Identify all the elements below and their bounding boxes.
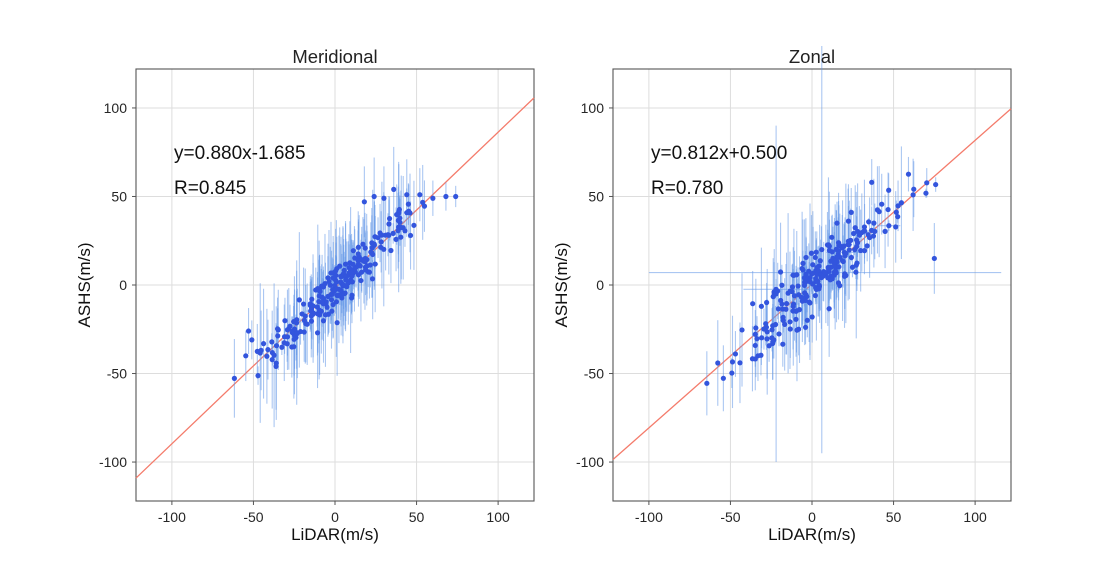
svg-text:-50: -50 xyxy=(107,366,127,382)
svg-text:-100: -100 xyxy=(99,454,127,470)
svg-text:-50: -50 xyxy=(243,509,263,525)
svg-text:100: 100 xyxy=(581,100,605,116)
svg-text:Zonal: Zonal xyxy=(789,46,835,67)
svg-text:0: 0 xyxy=(119,277,127,293)
svg-text:100: 100 xyxy=(486,509,510,525)
svg-text:LiDAR(m/s): LiDAR(m/s) xyxy=(768,525,856,544)
svg-text:R=0.780: R=0.780 xyxy=(651,178,723,199)
svg-text:50: 50 xyxy=(886,509,902,525)
svg-text:y=0.812x+0.500: y=0.812x+0.500 xyxy=(651,143,787,164)
svg-text:0: 0 xyxy=(808,509,816,525)
svg-text:100: 100 xyxy=(963,509,987,525)
svg-text:ASHS(m/s): ASHS(m/s) xyxy=(552,243,571,328)
svg-text:-50: -50 xyxy=(720,509,740,525)
svg-text:100: 100 xyxy=(104,100,128,116)
svg-text:50: 50 xyxy=(409,509,425,525)
svg-text:-100: -100 xyxy=(635,509,663,525)
svg-text:-100: -100 xyxy=(576,454,604,470)
svg-text:50: 50 xyxy=(111,188,127,204)
svg-text:y=0.880x-1.685: y=0.880x-1.685 xyxy=(174,143,306,164)
svg-text:-100: -100 xyxy=(158,509,186,525)
svg-text:ASHS(m/s): ASHS(m/s) xyxy=(75,243,94,328)
svg-text:R=0.845: R=0.845 xyxy=(174,178,246,199)
svg-text:-50: -50 xyxy=(584,366,604,382)
svg-text:0: 0 xyxy=(596,277,604,293)
svg-text:50: 50 xyxy=(588,188,604,204)
svg-text:Meridional: Meridional xyxy=(292,46,377,67)
svg-text:0: 0 xyxy=(331,509,339,525)
svg-text:LiDAR(m/s): LiDAR(m/s) xyxy=(291,525,379,544)
